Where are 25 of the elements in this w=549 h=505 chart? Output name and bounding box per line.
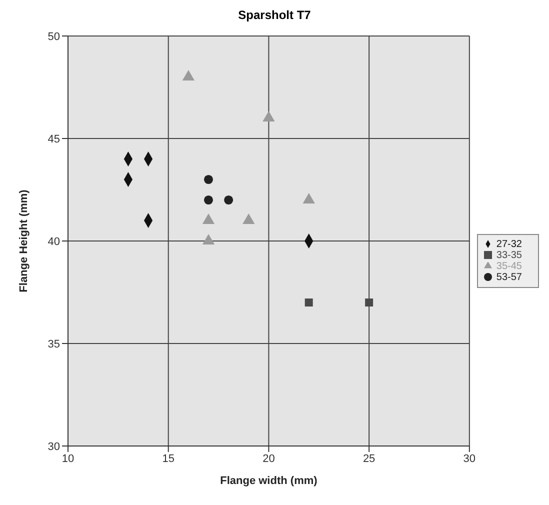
y-tick-label: 35 <box>48 338 60 350</box>
chart-title: Sparsholt T7 <box>237 8 312 24</box>
y-tick-label: 40 <box>48 236 60 248</box>
point <box>224 195 234 205</box>
y-tick-label: 50 <box>48 30 60 43</box>
x-tick-label: 15 <box>162 452 174 465</box>
legend-label: 27-32 <box>496 239 522 250</box>
y-tick-label: 30 <box>48 440 60 453</box>
point <box>204 195 214 205</box>
x-axis-title: Flange width (mm) <box>220 475 318 487</box>
x-tick-label: 25 <box>362 452 376 465</box>
y-tick-label: 45 <box>48 133 60 146</box>
point <box>304 298 313 306</box>
point <box>302 192 315 204</box>
point <box>204 174 214 184</box>
x-tick-label: 10 <box>62 452 74 465</box>
legend-label: 33-35 <box>496 250 522 261</box>
y-axis-title: Flange Height (mm) <box>18 189 30 292</box>
point <box>262 110 275 122</box>
point <box>365 298 374 306</box>
x-tick-label: 20 <box>262 452 275 465</box>
legend-label: 35-45 <box>496 261 522 272</box>
legend-label: 53-57 <box>496 272 522 283</box>
x-tick-label: 30 <box>463 452 476 465</box>
point <box>182 70 195 81</box>
